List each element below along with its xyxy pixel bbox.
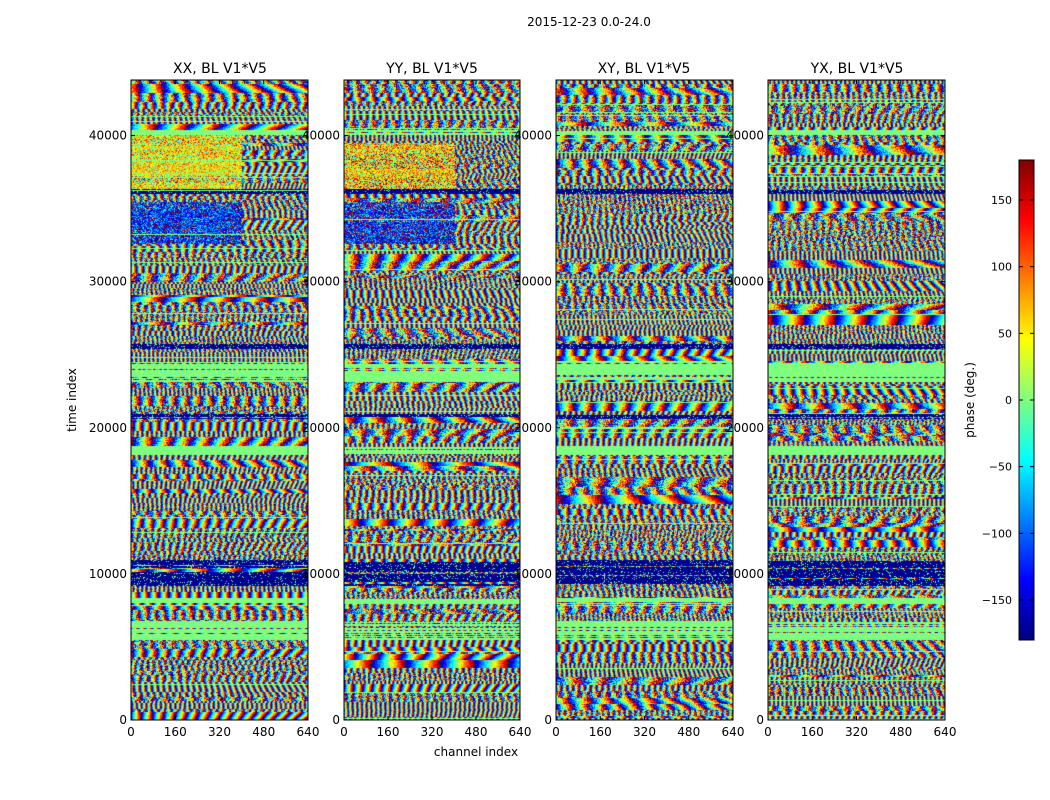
- y-tick-label: 20000: [726, 421, 764, 435]
- y-tick-label: 40000: [726, 129, 764, 143]
- x-tick-label: 0: [552, 725, 560, 739]
- y-tick-label: 30000: [302, 275, 340, 289]
- x-tick-label: 160: [801, 725, 824, 739]
- y-tick-label: 0: [756, 713, 764, 727]
- x-tick-label: 640: [509, 725, 532, 739]
- panel-title: XY, BL V1*V5: [598, 61, 691, 77]
- colorbar-label: phase (deg.): [963, 362, 977, 438]
- panel-title: XX, BL V1*V5: [173, 61, 267, 77]
- colorbar-ticks: 150 100 50 0 −50 −100 −150: [982, 194, 1034, 607]
- x-tick-label: 480: [677, 725, 700, 739]
- x-tick-label: 0: [340, 725, 348, 739]
- x-tick-label: 480: [889, 725, 912, 739]
- axis-ticks: 0 160 320 480 640 0 10000 20000 30000 40000: [302, 80, 532, 739]
- y-tick-label: 10000: [89, 567, 127, 581]
- y-tick-label: 30000: [726, 275, 764, 289]
- x-tick-label: 160: [377, 725, 400, 739]
- y-tick-label: 10000: [302, 567, 340, 581]
- y-tick-label: 30000: [89, 275, 127, 289]
- x-tick-label: 320: [208, 725, 231, 739]
- colorbar-tick-label: 50: [998, 327, 1012, 340]
- x-tick-label: 0: [764, 725, 772, 739]
- axis-ticks: 0 160 320 480 640 0 10000 20000 30000 40000: [514, 80, 745, 739]
- colorbar-tick-label: 150: [991, 194, 1012, 207]
- panel-yy: YY, BL V1*V5 0 160 320 480 640 0 10000 20000 300…: [302, 61, 532, 759]
- y-tick-label: 30000: [514, 275, 552, 289]
- y-tick-label: 0: [544, 713, 552, 727]
- y-tick-label: 20000: [302, 421, 340, 435]
- figure-title: 2015-12-23 0.0-24.0: [527, 15, 651, 29]
- axis-ticks: 0 160 320 480 640 0 10000 20000 30000 40000: [726, 80, 957, 739]
- x-tick-label: 480: [465, 725, 488, 739]
- x-tick-label: 160: [589, 725, 612, 739]
- colorbar-tick-label: −100: [982, 527, 1012, 540]
- colorbar-gradient: [1019, 160, 1034, 640]
- colorbar-tick-label: −150: [982, 594, 1012, 607]
- phase-heatmap: [556, 80, 733, 720]
- colorbar-tick-label: 100: [991, 261, 1012, 274]
- x-tick-label: 480: [252, 725, 275, 739]
- y-tick-label: 20000: [89, 421, 127, 435]
- panel-xx: XX, BL V1*V5 0 160 320 480 640 0 10000 20000 300…: [65, 61, 319, 739]
- axis-ticks: 0 160 320 480 640 0 10000 20000 30000 40000: [89, 80, 320, 739]
- x-tick-label: 320: [633, 725, 656, 739]
- y-tick-label: 10000: [726, 567, 764, 581]
- x-tick-label: 640: [297, 725, 320, 739]
- x-tick-label: 160: [164, 725, 187, 739]
- panel-yx: YX, BL V1*V5 0 160 320 480 640 0 10000 20000 300…: [726, 61, 957, 739]
- y-tick-label: 40000: [89, 129, 127, 143]
- y-tick-label: 0: [332, 713, 340, 727]
- colorbar-tick-label: 0: [1005, 394, 1012, 407]
- phase-heatmap: [768, 80, 945, 720]
- x-tick-label: 320: [845, 725, 868, 739]
- y-tick-label: 40000: [514, 129, 552, 143]
- phase-heatmap: [344, 80, 520, 720]
- x-tick-label: 0: [127, 725, 135, 739]
- panel-xy: XY, BL V1*V5 0 160 320 480 640 0 10000 20000 300…: [514, 61, 745, 739]
- x-tick-label: 640: [934, 725, 957, 739]
- y-axis-label: time index: [65, 368, 79, 432]
- phase-heatmap: [131, 80, 308, 720]
- x-tick-label: 640: [722, 725, 745, 739]
- y-tick-label: 40000: [302, 129, 340, 143]
- y-tick-label: 0: [119, 713, 127, 727]
- panel-title: YY, BL V1*V5: [385, 61, 478, 77]
- x-tick-label: 320: [421, 725, 444, 739]
- panel-title: YX, BL V1*V5: [810, 61, 904, 77]
- x-axis-label: channel index: [434, 745, 518, 759]
- y-tick-label: 10000: [514, 567, 552, 581]
- colorbar-tick-label: −50: [989, 461, 1012, 474]
- colorbar: 150 100 50 0 −50 −100 −150 phase (deg.): [963, 159, 1035, 641]
- y-tick-label: 20000: [514, 421, 552, 435]
